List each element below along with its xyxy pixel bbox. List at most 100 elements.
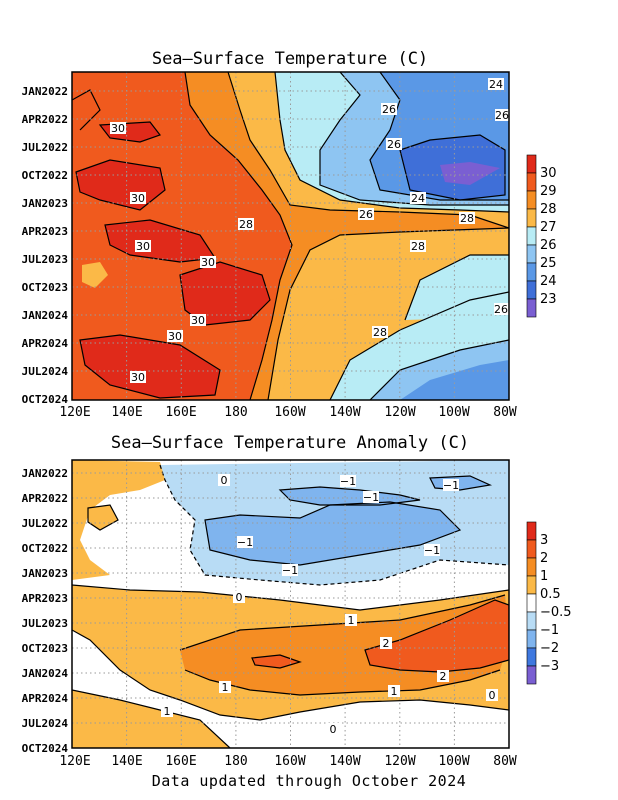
bottom-contours [72, 464, 509, 748]
svg-text:26: 26 [359, 208, 373, 221]
contour-label: 30 [110, 122, 126, 135]
svg-text:0: 0 [489, 689, 496, 702]
y-tick-label: OCT2023 [22, 642, 68, 655]
top-band-24b [400, 360, 509, 400]
top-field [72, 72, 509, 400]
y-tick-label: APR2024 [22, 337, 69, 350]
colorbar-swatch [526, 665, 537, 685]
contour-label: 24 [410, 192, 426, 205]
contour-label: 1 [388, 685, 400, 698]
bottom-colorbar: 3 2 1 0.5 −0.5 −1 −2 −3 [526, 521, 572, 685]
contour-label: 0 [327, 723, 339, 736]
svg-text:30: 30 [191, 314, 205, 327]
contour-label: 0 [486, 689, 498, 702]
colorbar-label: 3 [540, 533, 548, 548]
bottom-grid [72, 460, 509, 748]
bot-west-warm [72, 460, 165, 580]
colorbar-label: −1 [540, 623, 559, 638]
colorbar-label: 1 [540, 569, 548, 584]
colorbar-swatch [526, 539, 537, 559]
colorbar-label: 2 [540, 551, 548, 566]
colorbar-swatch [526, 593, 537, 613]
y-tick-label: APR2022 [22, 492, 68, 505]
x-tick-label: 120E [59, 754, 90, 769]
contour-label: −1 [363, 491, 379, 504]
svg-text:2: 2 [383, 637, 390, 650]
y-tick-label: OCT2024 [22, 393, 69, 406]
colorbar-swatch [526, 262, 537, 282]
x-tick-label: 100W [438, 754, 469, 769]
contour-label: 28 [410, 240, 426, 253]
svg-text:1: 1 [348, 614, 355, 627]
colorbar-swatch [526, 244, 537, 264]
svg-text:26: 26 [382, 103, 396, 116]
svg-text:30: 30 [201, 256, 215, 269]
colorbar-swatch [526, 629, 537, 649]
colorbar-swatch [526, 298, 537, 318]
x-tick-label: 160W [274, 405, 305, 420]
contour-label: 2 [380, 637, 392, 650]
top-warm-island [82, 262, 108, 288]
svg-text:−1: −1 [340, 475, 356, 488]
contour-label: 24 [488, 78, 504, 91]
contour-label: 26 [358, 208, 374, 221]
colorbar-swatch [526, 280, 537, 300]
contour-label: 30 [167, 330, 183, 343]
contour-label: −1 [237, 536, 253, 549]
colorbar-swatch [526, 172, 537, 192]
svg-text:28: 28 [239, 218, 253, 231]
colorbar-swatch [526, 647, 537, 667]
y-tick-label: JUL2022 [22, 517, 68, 530]
contour-label: −1 [424, 544, 440, 557]
colorbar-label: −0.5 [540, 605, 572, 620]
y-tick-label: JUL2024 [22, 365, 69, 378]
colorbar-label: −3 [540, 659, 559, 674]
x-tick-label: 120W [384, 405, 415, 420]
x-tick-label: 180 [224, 754, 247, 769]
svg-text:28: 28 [460, 212, 474, 225]
top-chart-title: Sea—Surface Temperature (C) [152, 49, 428, 69]
x-tick-label: 160W [274, 754, 305, 769]
x-tick-label: 160E [165, 405, 196, 420]
y-tick-label: OCT2022 [22, 169, 68, 182]
svg-text:30: 30 [111, 122, 125, 135]
top-band-26c [405, 255, 509, 320]
colorbar-label: 26 [540, 238, 557, 253]
x-tick-label: 100W [438, 405, 469, 420]
x-tick-label: 140E [111, 754, 142, 769]
svg-text:1: 1 [222, 681, 229, 694]
colorbar-swatch [526, 611, 537, 631]
colorbar-label: 29 [540, 184, 557, 199]
svg-text:0: 0 [236, 591, 243, 604]
y-tick-label: JUL2023 [22, 617, 68, 630]
contour-label: 0 [233, 591, 245, 604]
contour-label: −1 [282, 564, 298, 577]
contour-label: 28 [238, 218, 254, 231]
y-tick-label: APR2023 [22, 592, 68, 605]
svg-text:0: 0 [221, 474, 228, 487]
svg-text:−1: −1 [237, 536, 253, 549]
y-tick-label: OCT2022 [22, 542, 68, 555]
top-hot-3 [180, 262, 270, 325]
svg-text:26: 26 [495, 109, 509, 122]
y-tick-label: JAN2022 [22, 467, 68, 480]
y-tick-label: APR2022 [22, 113, 68, 126]
y-tick-label: JUL2023 [22, 253, 68, 266]
x-tick-label: 160E [165, 754, 196, 769]
svg-text:1: 1 [164, 705, 171, 718]
svg-text:24: 24 [411, 192, 425, 205]
colorbar-label: 25 [540, 256, 557, 271]
svg-text:−1: −1 [443, 479, 459, 492]
colorbar-label: 23 [540, 292, 557, 307]
svg-text:2: 2 [440, 670, 447, 683]
data-update-note: Data updated through October 2024 [151, 772, 467, 790]
y-tick-label: APR2024 [22, 692, 69, 705]
top-band-22 [440, 162, 500, 185]
svg-text:30: 30 [136, 240, 150, 253]
y-tick-label: JAN2023 [22, 197, 68, 210]
contour-label: 1 [161, 705, 173, 718]
top-contours [72, 72, 509, 400]
contour-label: 1 [345, 614, 357, 627]
y-tick-label: JAN2022 [22, 85, 68, 98]
top-colorbar: 30 29 28 27 26 25 24 23 [526, 154, 557, 318]
